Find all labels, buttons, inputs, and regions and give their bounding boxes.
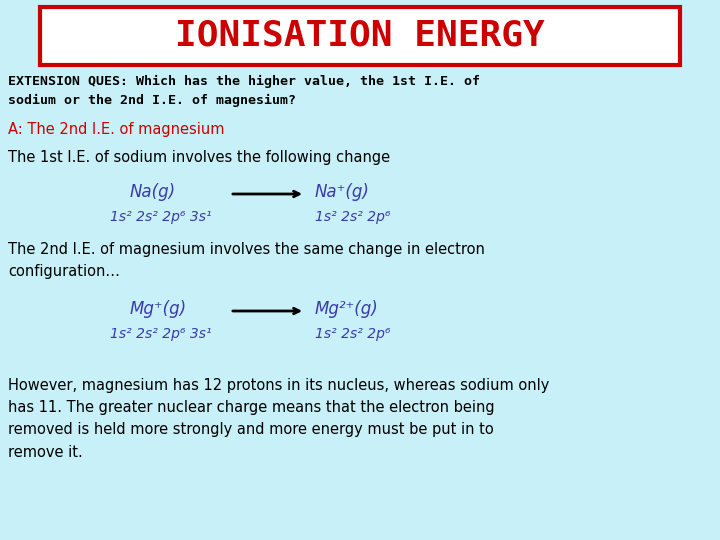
Text: Mg⁺(g): Mg⁺(g) <box>130 300 187 318</box>
Text: Na⁺(g): Na⁺(g) <box>315 183 370 201</box>
Text: EXTENSION QUES: Which has the higher value, the 1st I.E. of
sodium or the 2nd I.: EXTENSION QUES: Which has the higher val… <box>8 75 480 107</box>
Text: 1s² 2s² 2p⁶ 3s¹: 1s² 2s² 2p⁶ 3s¹ <box>110 210 212 224</box>
Text: Na(g): Na(g) <box>130 183 176 201</box>
Text: Mg²⁺(g): Mg²⁺(g) <box>315 300 379 318</box>
Text: 1s² 2s² 2p⁶: 1s² 2s² 2p⁶ <box>315 327 390 341</box>
Text: IONISATION ENERGY: IONISATION ENERGY <box>175 19 545 53</box>
Text: However, magnesium has 12 protons in its nucleus, whereas sodium only
has 11. Th: However, magnesium has 12 protons in its… <box>8 378 549 460</box>
Text: The 2nd I.E. of magnesium involves the same change in electron
configuration…: The 2nd I.E. of magnesium involves the s… <box>8 242 485 279</box>
Text: 1s² 2s² 2p⁶: 1s² 2s² 2p⁶ <box>315 210 390 224</box>
Text: A: The 2nd I.E. of magnesium: A: The 2nd I.E. of magnesium <box>8 122 225 137</box>
Text: 1s² 2s² 2p⁶ 3s¹: 1s² 2s² 2p⁶ 3s¹ <box>110 327 212 341</box>
FancyBboxPatch shape <box>40 7 680 65</box>
Text: The 1st I.E. of sodium involves the following change: The 1st I.E. of sodium involves the foll… <box>8 150 390 165</box>
